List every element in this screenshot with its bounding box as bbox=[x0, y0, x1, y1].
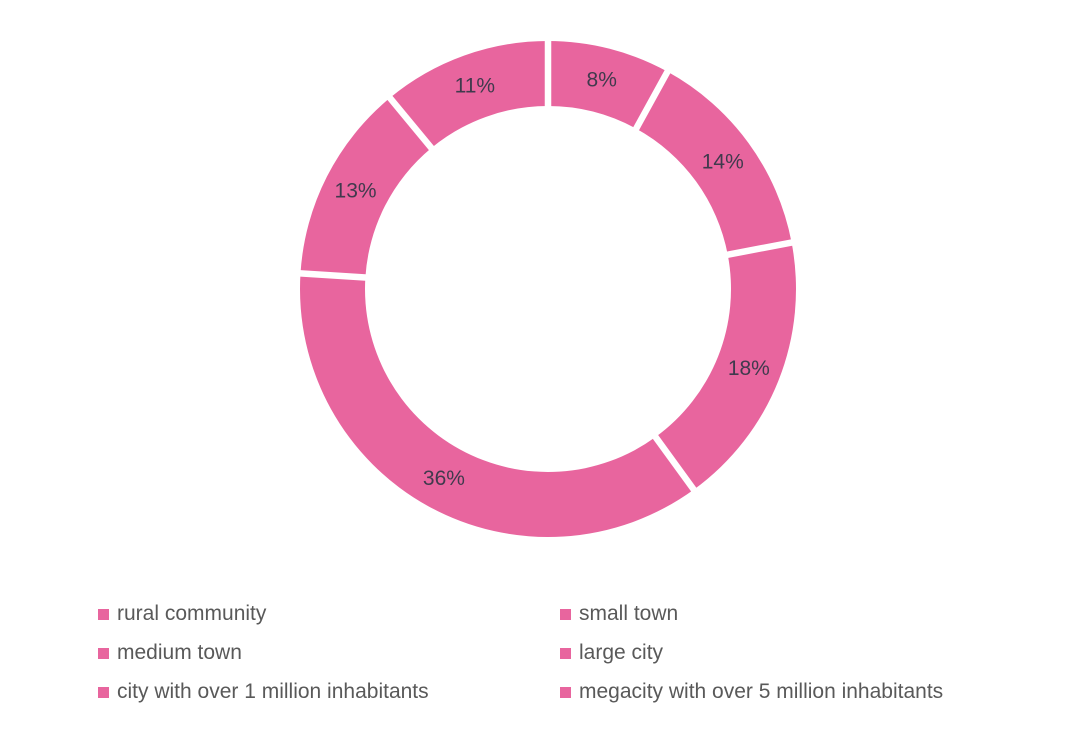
legend-label: megacity with over 5 million inhabitants bbox=[579, 680, 944, 703]
legend-marker-icon bbox=[560, 609, 571, 620]
legend-item-rural-community: rural community bbox=[98, 601, 560, 627]
legend-item-megacity-over-5-million: megacity with over 5 million inhabitants bbox=[560, 679, 1028, 705]
chart-legend: rural community small town medium town l… bbox=[98, 601, 1028, 705]
donut-slice-megacity-with-over-5-million-inhabitants bbox=[389, 41, 548, 148]
data-label-medium-town: 18% bbox=[728, 357, 770, 380]
legend-item-large-city: large city bbox=[560, 640, 1028, 666]
donut-slice-rural-community bbox=[548, 41, 668, 129]
legend-label: small town bbox=[579, 602, 679, 625]
slice-separator bbox=[631, 66, 673, 134]
legend-marker-icon bbox=[98, 687, 109, 698]
legend-marker-icon bbox=[98, 648, 109, 659]
legend-label: rural community bbox=[117, 602, 267, 625]
data-label-small-town: 14% bbox=[702, 151, 744, 174]
legend-label: city with over 1 million inhabitants bbox=[117, 680, 429, 703]
slice-separator bbox=[384, 92, 437, 154]
legend-marker-icon bbox=[98, 609, 109, 620]
legend-item-city-over-1-million: city with over 1 million inhabitants bbox=[98, 679, 560, 705]
donut-slice-medium-town bbox=[655, 242, 796, 490]
legend-marker-icon bbox=[560, 648, 571, 659]
data-label-megacity-with-over-5-million-inhabitants: 11% bbox=[455, 74, 495, 97]
data-label-rural-community: 8% bbox=[587, 68, 617, 91]
legend-item-medium-town: medium town bbox=[98, 640, 560, 666]
legend-marker-icon bbox=[560, 687, 571, 698]
data-label-large-city: 36% bbox=[423, 467, 465, 490]
donut-chart: 8% 14% 18% 36% 13% 11% bbox=[296, 41, 797, 537]
donut-slice-small-town bbox=[636, 71, 792, 255]
legend-label: medium town bbox=[117, 641, 242, 664]
slice-separator bbox=[296, 269, 370, 282]
slice-separator bbox=[650, 431, 699, 495]
data-label-city-with-over-1-million-inhabitants: 13% bbox=[335, 179, 377, 202]
legend-item-small-town: small town bbox=[560, 601, 1028, 627]
legend-label: large city bbox=[579, 641, 664, 664]
slice-separator bbox=[723, 238, 797, 259]
donut-slice-city-with-over-1-million-inhabitants bbox=[300, 97, 432, 278]
donut-slice-large-city bbox=[300, 273, 694, 537]
